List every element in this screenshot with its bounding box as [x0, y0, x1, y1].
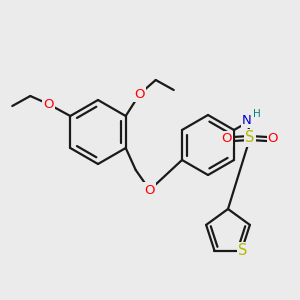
- Text: O: O: [222, 133, 232, 146]
- Text: S: S: [238, 243, 247, 258]
- Text: S: S: [245, 130, 255, 146]
- Text: O: O: [268, 133, 278, 146]
- Text: N: N: [242, 113, 252, 127]
- Text: H: H: [253, 109, 261, 119]
- Text: O: O: [145, 184, 155, 196]
- Text: O: O: [134, 88, 145, 100]
- Text: O: O: [43, 98, 53, 110]
